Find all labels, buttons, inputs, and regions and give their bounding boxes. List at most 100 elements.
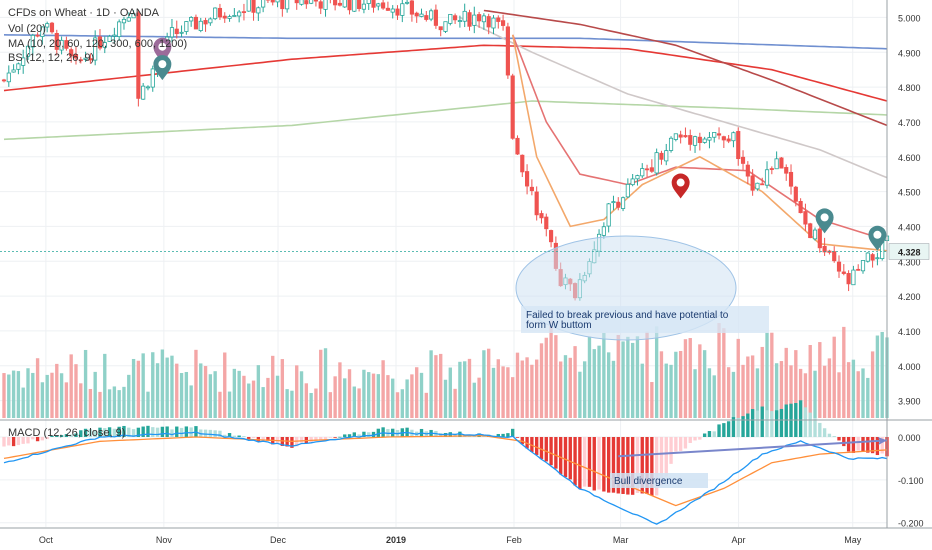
candle-body xyxy=(812,229,818,240)
volume-bar xyxy=(530,364,534,418)
macd-histogram-bar xyxy=(842,437,846,447)
candle-body xyxy=(78,59,83,62)
candle-body xyxy=(448,13,453,24)
bbs-legend[interactable]: BS (12, 12, 26, 9) xyxy=(8,52,94,64)
macd-histogram-bar xyxy=(534,437,539,455)
candle-body xyxy=(616,201,621,208)
candle-body xyxy=(35,34,40,37)
volume-bar xyxy=(26,368,30,418)
macd-histogram-bar xyxy=(602,437,606,492)
macd-histogram-bar xyxy=(319,437,323,441)
candle-body xyxy=(213,7,218,20)
candle-body xyxy=(237,11,242,17)
volume-bar xyxy=(194,349,198,418)
ma-line-darkred xyxy=(483,9,888,127)
candle-body xyxy=(299,0,304,5)
time-tick-label: 2019 xyxy=(386,535,406,545)
macd-tick-label: -0.200 xyxy=(898,519,924,529)
volume-bar xyxy=(501,366,505,418)
candle-body xyxy=(491,17,496,29)
candle-body xyxy=(121,18,127,24)
macd-histogram-bar xyxy=(371,431,376,437)
volume-bar xyxy=(319,349,323,418)
macd-histogram-bar xyxy=(179,427,184,437)
volume-bar xyxy=(357,388,361,418)
macd-histogram-bar xyxy=(35,437,40,442)
price-markers[interactable] xyxy=(153,37,887,251)
candle-body xyxy=(688,135,693,145)
macd-histogram-bar xyxy=(88,428,93,437)
candle-body xyxy=(760,183,765,186)
macd-histogram-bar xyxy=(587,437,592,487)
candle-body xyxy=(179,31,184,34)
candle-body xyxy=(193,16,199,30)
symbol-title[interactable]: CFDs on Wheat · 1D · OANDA xyxy=(8,7,160,19)
macd-histogram-bar xyxy=(755,410,760,437)
volume-bar xyxy=(496,359,500,418)
volume-bar xyxy=(688,338,692,418)
macd-histogram-bar xyxy=(112,428,117,437)
volume-bar xyxy=(674,351,678,418)
macd-histogram-bar xyxy=(530,437,534,452)
macd-histogram-bar xyxy=(83,428,88,437)
volume-bar xyxy=(448,367,452,418)
macd-histogram-bar xyxy=(299,437,304,443)
macd-histogram-bar xyxy=(693,437,697,441)
volume-bar xyxy=(362,369,366,418)
candle-body xyxy=(611,201,616,204)
macd-histogram-bar xyxy=(347,434,352,437)
macd-legend[interactable]: MACD (12, 26, close, 9) xyxy=(8,427,125,439)
candle-body xyxy=(822,246,827,253)
macd-histogram-bar xyxy=(213,430,217,437)
volume-bar xyxy=(88,388,93,418)
volume-bar xyxy=(669,364,673,418)
volume-bar xyxy=(683,339,688,418)
volume-bar xyxy=(371,373,376,418)
price-tick-label: 4.700 xyxy=(898,118,921,128)
candle-body xyxy=(875,257,880,260)
volume-legend[interactable]: Vol (20) xyxy=(8,23,46,35)
volume-bar xyxy=(45,374,49,418)
candle-body xyxy=(472,14,477,26)
volume-bar xyxy=(146,391,150,418)
volume-bar xyxy=(544,337,548,418)
candle-body xyxy=(731,132,736,142)
volume-bar xyxy=(170,355,174,418)
candle-body xyxy=(107,35,112,42)
volume-bar xyxy=(290,390,294,418)
volume-bar xyxy=(880,331,884,418)
candle-body xyxy=(6,72,11,83)
macd-histogram-bar xyxy=(870,437,875,454)
volume-bar xyxy=(280,359,285,418)
volume-bar xyxy=(323,348,328,418)
macd-histogram-bar xyxy=(184,426,189,437)
volume-bar xyxy=(189,385,193,418)
macd-histogram-bar xyxy=(712,431,716,437)
volume-bar xyxy=(136,360,141,418)
macd-histogram-bar xyxy=(520,437,524,445)
macd-histogram-bar xyxy=(640,437,644,494)
candle-body xyxy=(443,21,448,32)
time-tick-label: Nov xyxy=(156,535,173,545)
candle-body xyxy=(352,0,357,12)
pin-hole xyxy=(676,178,685,187)
macd-line xyxy=(3,431,888,525)
macd-histogram-bar xyxy=(803,407,808,437)
macd-histogram-bar xyxy=(702,433,707,437)
volume-bar xyxy=(160,349,165,418)
ma-legend[interactable]: MA (10, 20, 60, 120, 300, 600, 1200) xyxy=(8,38,187,50)
candle-body xyxy=(707,137,712,141)
volume-bar xyxy=(386,375,390,418)
macd-histogram-bar xyxy=(285,437,289,447)
macd-histogram-bar xyxy=(141,426,145,437)
volume-bar xyxy=(837,372,841,418)
macd-histogram-bar xyxy=(774,410,779,437)
volume-bar xyxy=(558,361,563,418)
macd-histogram-bar xyxy=(563,437,568,478)
candle-body xyxy=(726,138,731,142)
macd-histogram-bar xyxy=(597,437,601,490)
macd-histogram-bar xyxy=(247,437,251,440)
candle-body xyxy=(318,1,323,9)
candle-body xyxy=(49,22,55,33)
